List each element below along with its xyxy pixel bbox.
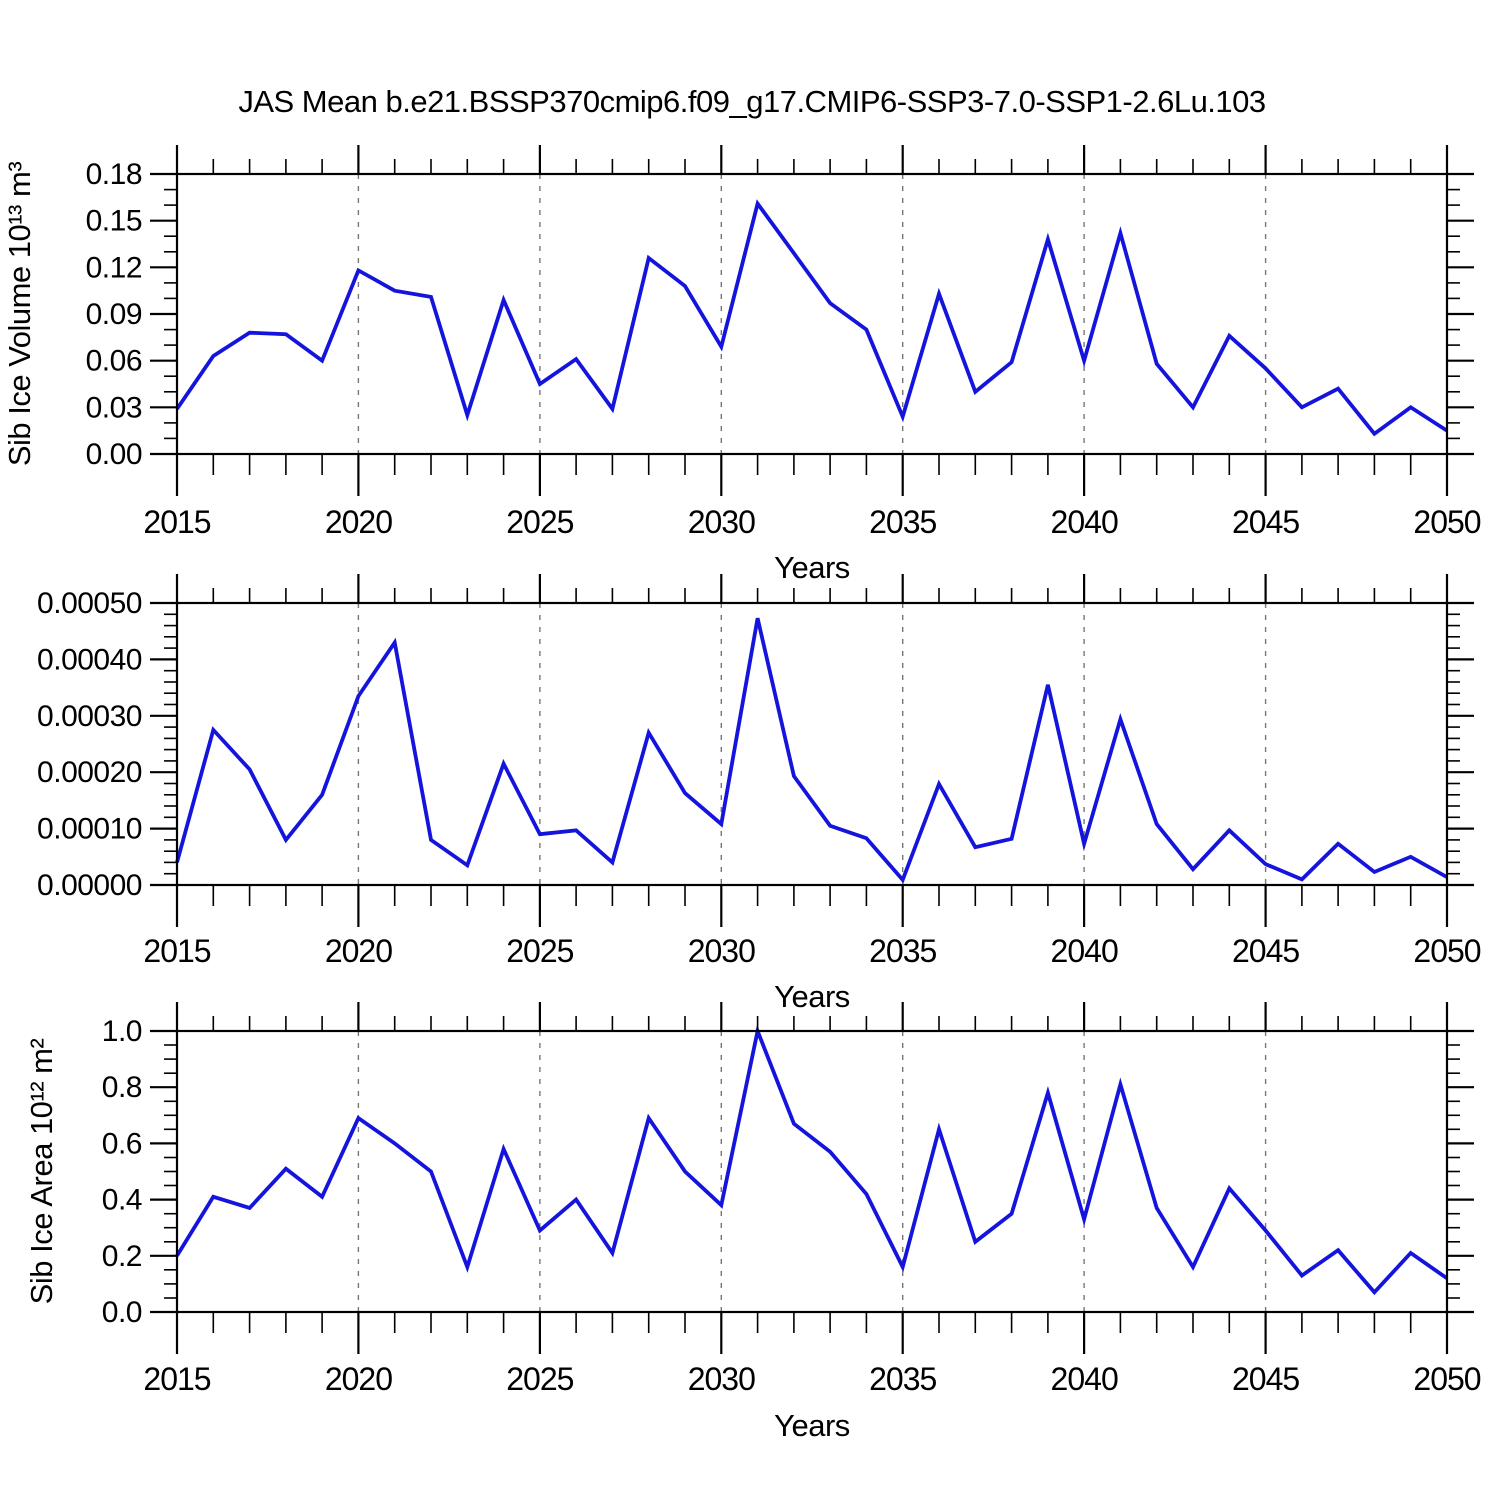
y-tick-label: 0.4	[102, 1184, 142, 1217]
middle-series-chart: 0.00000 0.00010 0.00020 0.00030 0.00040 0.000…	[37, 574, 1482, 1014]
y-tick-label: 0.18	[86, 158, 142, 191]
y-tick-label: 0.00020	[37, 756, 142, 789]
labels: 2015 2020 2025 2030 2035 2040 2045 2050 Years Sib…	[24, 1038, 1482, 1443]
x-axis-title: Years	[774, 1408, 850, 1443]
x-axis-title: Years	[774, 550, 850, 585]
x-tick-label: 2015	[143, 933, 210, 969]
labels: 2015 2020 2025 2030 2035 2040 2045 2050 Years Sib…	[2, 162, 1482, 585]
plot-box	[175, 1029, 1449, 1314]
figure-title: JAS Mean b.e21.BSSP370cmip6.f09_g17.CMIP…	[238, 84, 1265, 119]
y-tick-label: 0.09	[86, 298, 142, 331]
data-line-sib-ice-area	[175, 1024, 1449, 1296]
x-tick-label: 2050	[1413, 1361, 1480, 1397]
y-tick-label: 0.03	[86, 391, 142, 424]
labels: 2015 2020 2025 2030 2035 2040 2045 2050 Years	[143, 933, 1481, 1014]
x-tick-label: 2025	[506, 504, 573, 540]
y-tick-label: 0.00040	[37, 643, 142, 676]
sib-ice-volume-chart: 0.00 0.03 0.06 0.09 0.12 0.15 0.18 2015 2020 2025…	[2, 145, 1482, 585]
x-tick-label: 2050	[1413, 504, 1480, 540]
y-tick-label: 1.0	[102, 1015, 142, 1048]
plot-box	[175, 601, 1449, 887]
y-tick-label: 0.00010	[37, 813, 142, 846]
data-line-sib-ice-middle-series	[175, 617, 1448, 884]
y-tick-label: 0.12	[86, 251, 142, 284]
gridlines	[357, 174, 1267, 454]
x-tick-label: 2030	[688, 933, 755, 969]
y-tick-label: 0.00	[86, 438, 142, 471]
x-tick-label: 2035	[869, 504, 936, 540]
x-axis-title: Years	[774, 979, 850, 1014]
gridlines	[357, 1031, 1267, 1312]
y-tick-label: 0.6	[102, 1127, 142, 1160]
x-tick-label: 2045	[1232, 1361, 1299, 1397]
x-tick-label: 2030	[688, 504, 755, 540]
x-tick-label: 2025	[506, 1361, 573, 1397]
axes	[150, 1002, 1474, 1354]
x-tick-label: 2020	[325, 504, 392, 540]
y-tick-label: 0.00000	[37, 869, 142, 902]
y-tick-label: 0.00030	[37, 700, 142, 733]
y-tick-label: 0.2	[102, 1240, 142, 1273]
x-tick-label: 2035	[869, 1361, 936, 1397]
y-axis-title: Sib Ice Volume 10¹³ m³	[2, 162, 37, 466]
data-line-sib-ice-volume	[175, 199, 1449, 437]
x-tick-label: 2030	[688, 1361, 755, 1397]
x-tick-label: 2035	[869, 933, 936, 969]
x-tick-label: 2020	[325, 933, 392, 969]
plot-box	[175, 172, 1449, 456]
x-tick-label: 2040	[1051, 933, 1118, 969]
x-tick-label: 2015	[143, 504, 210, 540]
y-tick-label: 0.15	[86, 205, 142, 238]
x-tick-label: 2040	[1051, 1361, 1118, 1397]
y-axis-title: Sib Ice Area 10¹² m²	[24, 1038, 59, 1304]
y-tick-label: 0.06	[86, 345, 142, 378]
y-tick-label: 0.8	[102, 1071, 142, 1104]
x-tick-label: 2045	[1232, 933, 1299, 969]
axes	[150, 145, 1474, 496]
x-tick-label: 2015	[143, 1361, 210, 1397]
x-tick-label: 2040	[1051, 504, 1118, 540]
x-tick-label: 2020	[325, 1361, 392, 1397]
y-tick-label: 0.0	[102, 1296, 142, 1329]
y-tick-label: 0.00050	[37, 587, 142, 620]
x-tick-label: 2025	[506, 933, 573, 969]
axes	[150, 574, 1474, 927]
x-tick-label: 2045	[1232, 504, 1299, 540]
x-tick-label: 2050	[1413, 933, 1480, 969]
